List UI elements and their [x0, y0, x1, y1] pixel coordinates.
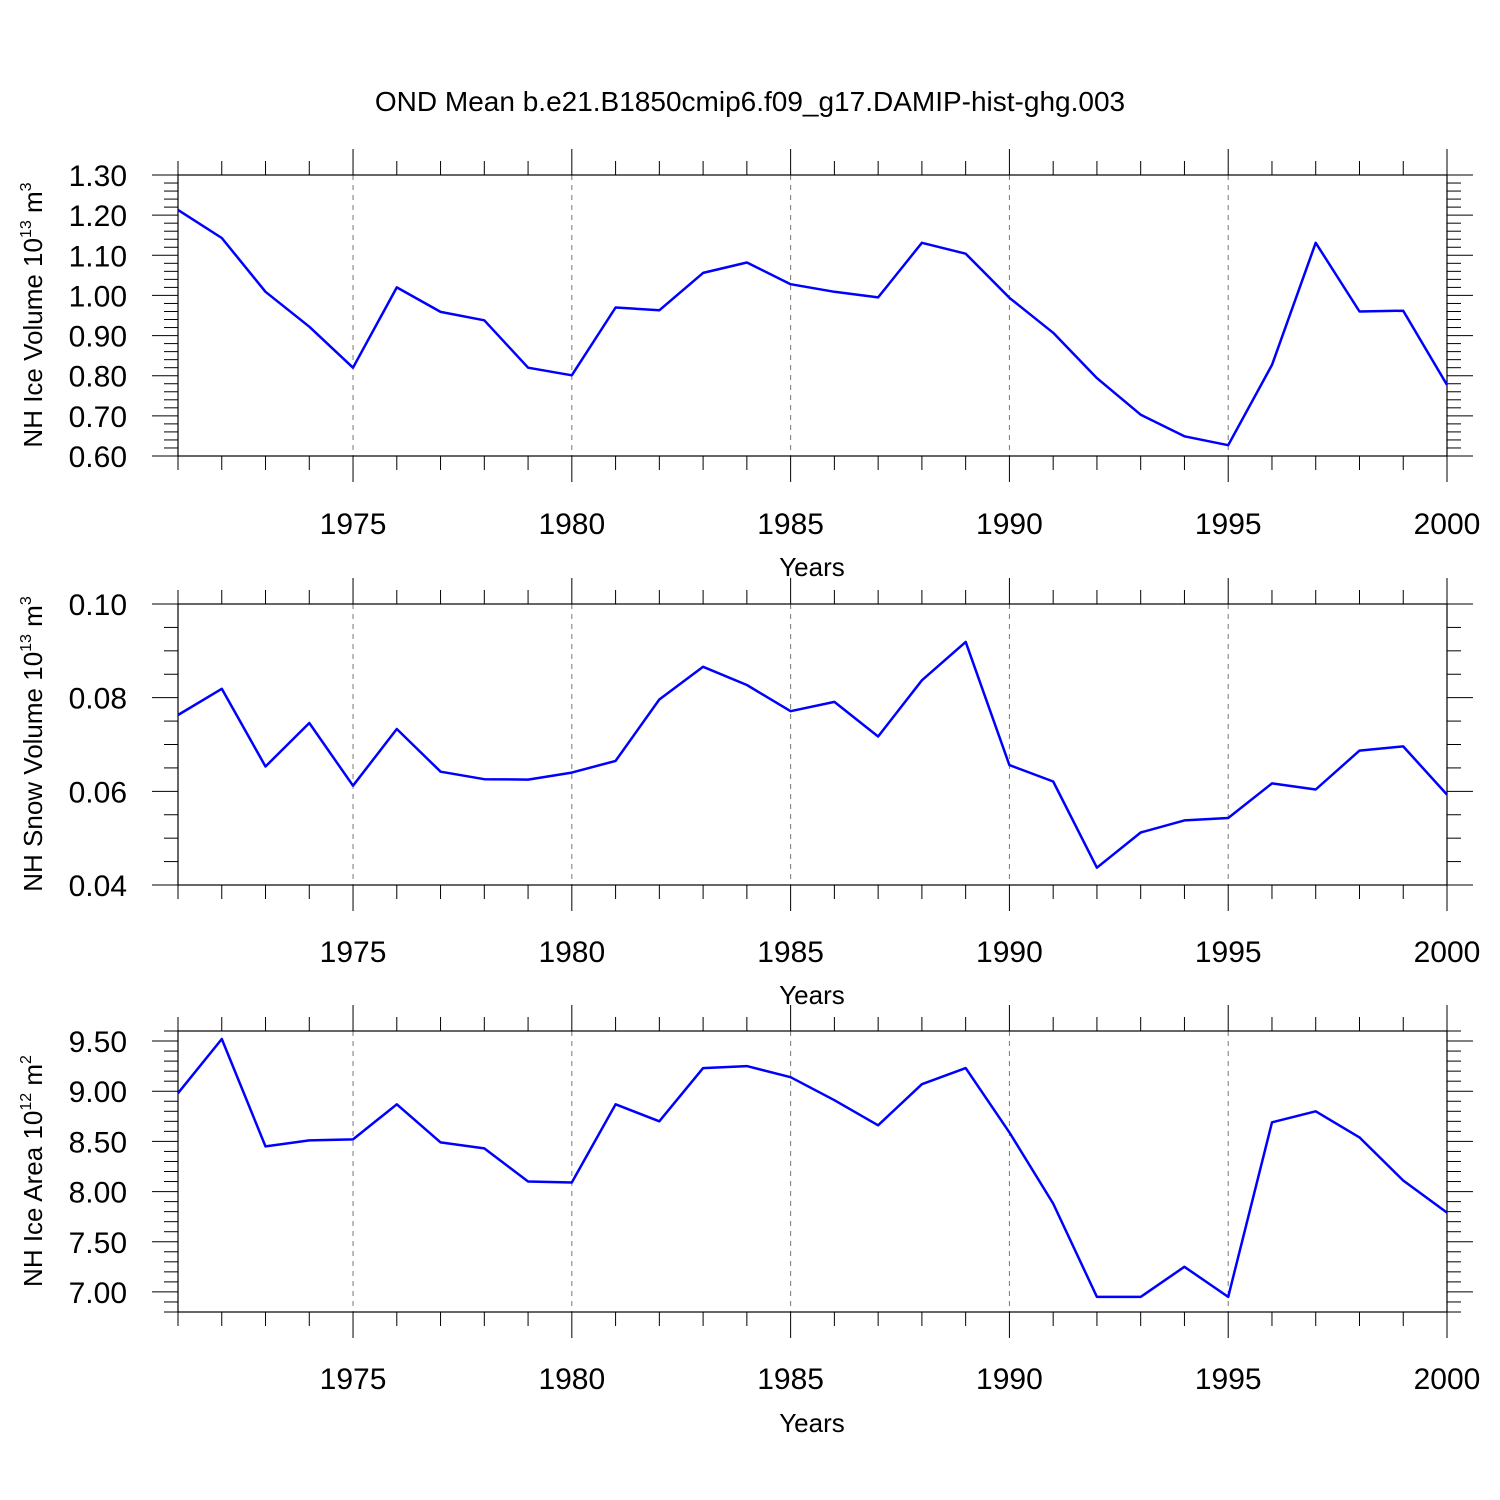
ice-volume-x-tick-label: 1980: [538, 508, 605, 541]
ice-area-series-line: [177, 1037, 1448, 1299]
ice-volume-y-tick-label: 0.60: [69, 441, 127, 474]
snow-volume-plot-frame: [177, 603, 1448, 886]
snow-volume-x-tick-label: 1985: [757, 936, 824, 969]
ice-volume-x-tick-label: 1990: [976, 508, 1043, 541]
ice-volume-series-line: [177, 208, 1449, 447]
ice-area-x-tick-label: 1990: [976, 1363, 1043, 1396]
snow-volume-x-tick-label: 1990: [976, 936, 1043, 969]
snow-volume-x-tick-label: 2000: [1414, 936, 1481, 969]
ice-volume-y-tick-labels: 0.60 0.70 0.80 0.90 1.00 1.10 1.20 1.30: [69, 160, 127, 474]
ice-area-grid: [352, 1031, 1229, 1312]
figure-title: OND Mean b.e21.B1850cmip6.f09_g17.DAMIP-…: [375, 86, 1125, 117]
snow-volume-x-tick-label: 1975: [320, 936, 387, 969]
ice-volume-plot-frame: [177, 174, 1448, 457]
snow-volume-y-tick-label: 0.06: [69, 776, 127, 809]
snow-volume-ticks: [152, 578, 1473, 911]
snow-volume-x-axis-title: Years: [779, 980, 845, 1010]
snow-volume-y-tick-label: 0.04: [69, 870, 127, 903]
ice-area-y-tick-label: 7.00: [69, 1277, 127, 1310]
ice-volume-y-tick-label: 0.80: [69, 361, 127, 394]
ice-area-y-tick-label: 9.50: [69, 1026, 127, 1059]
ice-volume-x-tick-label: 2000: [1414, 508, 1481, 541]
ice-volume-panel: 0.60 0.70 0.80 0.90 1.00 1.10 1.20 1.30 1975 198…: [18, 149, 1480, 582]
ice-area-y-tick-label: 9.00: [69, 1076, 127, 1109]
snow-volume-x-tick-label: 1980: [538, 936, 605, 969]
snow-volume-panel: 0.04 0.06 0.08 0.10 1975 1980 1985 1990 1995 200…: [18, 578, 1480, 1010]
ice-area-x-tick-label: 1995: [1195, 1363, 1262, 1396]
ice-area-ticks: [152, 1005, 1473, 1338]
ice-area-x-tick-label: 2000: [1414, 1363, 1481, 1396]
ice-volume-y-tick-label: 1.10: [69, 240, 127, 273]
ice-volume-y-tick-label: 1.30: [69, 160, 127, 193]
ice-area-x-tick-label: 1980: [538, 1363, 605, 1396]
ice-volume-x-tick-label: 1975: [320, 508, 387, 541]
ice-area-panel: 7.00 7.50 8.00 8.50 9.00 9.50 1975 1980 1985 199…: [18, 1005, 1480, 1438]
ice-area-x-axis-title: Years: [779, 1408, 845, 1438]
snow-volume-x-tick-label: 1995: [1195, 936, 1262, 969]
ice-area-plot-frame: [177, 1030, 1448, 1313]
ice-volume-x-tick-labels: 1975 1980 1985 1990 1995 2000: [320, 508, 1481, 541]
ice-area-x-tick-labels: 1975 1980 1985 1990 1995 2000: [320, 1363, 1481, 1396]
snow-volume-y-tick-label: 0.08: [69, 683, 127, 716]
ice-area-x-tick-label: 1975: [320, 1363, 387, 1396]
ice-volume-y-tick-label: 1.00: [69, 280, 127, 313]
snow-volume-x-tick-labels: 1975 1980 1985 1990 1995 2000: [320, 936, 1481, 969]
ice-area-x-tick-label: 1985: [757, 1363, 824, 1396]
snow-volume-y-axis-title: NH Snow Volume 1013 m3: [18, 596, 48, 892]
snow-volume-y-tick-label: 0.10: [69, 589, 127, 622]
ice-area-y-axis-title: NH Ice Area 1012 m2: [18, 1055, 48, 1287]
ice-volume-ticks: [152, 149, 1473, 482]
ice-volume-grid: [352, 175, 1229, 456]
ice-volume-y-axis-title: NH Ice Volume 1013 m3: [18, 182, 48, 447]
ice-area-y-tick-label: 7.50: [69, 1227, 127, 1260]
ice-volume-x-tick-label: 1995: [1195, 508, 1262, 541]
ice-volume-y-tick-label: 0.90: [69, 321, 127, 354]
snow-volume-y-tick-labels: 0.04 0.06 0.08 0.10: [69, 589, 127, 903]
ice-area-y-tick-label: 8.50: [69, 1126, 127, 1159]
ice-volume-y-tick-label: 1.20: [69, 200, 127, 233]
ice-area-y-tick-labels: 7.00 7.50 8.00 8.50 9.00 9.50: [69, 1026, 127, 1310]
ice-volume-x-tick-label: 1985: [757, 508, 824, 541]
ice-volume-x-axis-title: Years: [779, 552, 845, 582]
ice-volume-y-tick-label: 0.70: [69, 401, 127, 434]
snow-volume-series-line: [177, 640, 1448, 869]
ice-area-y-tick-label: 8.00: [69, 1177, 127, 1210]
snow-volume-grid: [352, 604, 1229, 885]
